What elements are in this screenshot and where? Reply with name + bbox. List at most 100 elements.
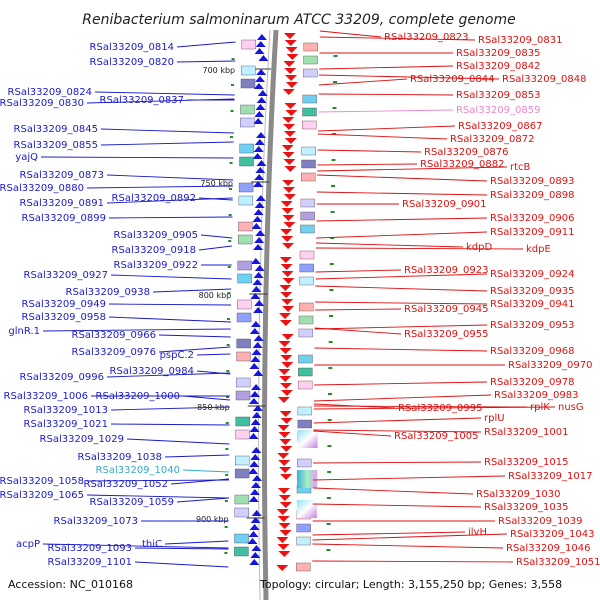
right-connector-line xyxy=(313,394,492,402)
reverse-gene-arrow xyxy=(281,145,294,151)
left-gene-label: RSal33209_0824 xyxy=(8,87,92,98)
right-connector-line xyxy=(315,242,464,248)
feature-tile xyxy=(301,172,316,182)
reverse-gene-arrow xyxy=(279,411,292,417)
right-gene-label: RSal33209_1039 xyxy=(498,516,582,527)
forward-gene-arrow xyxy=(254,139,265,145)
reverse-gene-arrow xyxy=(285,75,298,81)
feature-tile xyxy=(238,221,253,232)
marker-dot xyxy=(224,500,228,502)
feature-tile xyxy=(241,65,256,76)
left-gene-label: RSal33209_0899 xyxy=(22,213,106,224)
right-connector-line xyxy=(319,36,476,41)
reverse-gene-arrow xyxy=(278,369,291,375)
right-connector-line xyxy=(312,531,466,536)
right-gene-label: RSal33209_0893 xyxy=(490,176,574,187)
forward-gene-arrow xyxy=(252,279,263,285)
reverse-gene-arrow xyxy=(281,362,294,368)
forward-gene-arrow xyxy=(251,412,262,418)
reverse-gene-arrow xyxy=(276,537,289,543)
left-connector-line xyxy=(196,353,231,356)
right-connector-line xyxy=(315,247,524,250)
feature-tile xyxy=(303,42,318,52)
marker-dot xyxy=(227,292,231,294)
forward-gene-arrow xyxy=(252,216,263,222)
right-gene-label: RSal33209_1017 xyxy=(508,471,592,482)
forward-gene-arrow xyxy=(255,167,266,173)
reverse-gene-arrow xyxy=(277,425,290,431)
right-gene-label: RSal33209_0823 xyxy=(384,32,468,43)
marker-dot xyxy=(328,367,333,369)
right-gene-label: RSal33209_0831 xyxy=(478,35,562,46)
right-connector-line xyxy=(312,533,508,541)
right-connector-line xyxy=(312,503,482,508)
forward-gene-arrow xyxy=(254,300,265,306)
right-gene-label: RSal33209_1051 xyxy=(516,557,600,568)
left-connector-line xyxy=(40,156,234,159)
forward-gene-arrow xyxy=(249,524,260,530)
reverse-gene-arrow xyxy=(276,565,289,571)
marker-dot xyxy=(226,370,230,372)
feature-tile xyxy=(241,39,256,50)
feature-tile xyxy=(298,367,313,377)
marker-dot xyxy=(328,393,333,395)
left-connector-line xyxy=(42,543,229,549)
forward-gene-arrow xyxy=(249,461,260,467)
reverse-gene-arrow xyxy=(286,54,299,60)
right-gene-label: RSal33209_0968 xyxy=(490,346,574,357)
feature-tile xyxy=(234,507,249,518)
reverse-gene-arrow xyxy=(279,320,292,326)
left-gene-label: RSal33209_0918 xyxy=(112,245,196,256)
reverse-gene-arrow xyxy=(280,418,293,424)
left-connector-line xyxy=(108,303,232,306)
feature-tile xyxy=(298,315,314,325)
kbp-tick-label: 800 kbp xyxy=(199,291,232,300)
marker-dot xyxy=(330,211,335,213)
left-gene-label: RSal33209_1000 xyxy=(96,391,180,402)
left-gene-label: RSal33209_0984 xyxy=(110,366,194,377)
right-gene-label: RSal33209_0935 xyxy=(490,286,574,297)
kbp-tick-label: 900 kbp xyxy=(196,515,229,524)
left-gene-label: RSal33209_1021 xyxy=(24,419,108,430)
left-gene-label: RSal33209_1059 xyxy=(90,497,174,508)
forward-gene-arrow xyxy=(254,174,265,180)
left-gene-label: RSal33209_0855 xyxy=(14,140,98,151)
right-connector-line xyxy=(318,125,456,132)
feature-tile xyxy=(239,156,254,167)
forward-gene-arrow xyxy=(253,272,264,278)
left-connector-line xyxy=(164,540,229,545)
left-gene-label: RSal33209_0927 xyxy=(24,270,108,281)
forward-gene-arrow xyxy=(249,391,260,397)
feature-tile xyxy=(297,419,312,429)
forward-gene-arrow xyxy=(249,328,260,334)
right-connector-line xyxy=(318,78,408,86)
reverse-gene-arrow xyxy=(285,110,298,116)
feature-tile xyxy=(240,117,255,128)
reverse-gene-arrow xyxy=(282,89,295,95)
reverse-gene-arrow xyxy=(282,278,295,284)
feature-tile xyxy=(235,377,251,388)
right-gene-label: RSal33209_0876 xyxy=(424,147,508,158)
marker-dot xyxy=(230,84,234,86)
left-connector-line xyxy=(106,197,233,204)
feature-tile xyxy=(235,429,250,440)
forward-gene-arrow xyxy=(255,41,266,47)
right-connector-line xyxy=(317,149,422,153)
right-connector-line xyxy=(314,347,488,352)
left-gene-label: glnR.1 xyxy=(8,326,40,337)
left-gene-label: RSal33209_0966 xyxy=(72,330,156,341)
reverse-gene-arrow xyxy=(284,40,297,46)
reverse-gene-arrow xyxy=(277,453,290,459)
left-gene-label: RSal33209_0873 xyxy=(20,170,104,181)
forward-gene-arrow xyxy=(255,104,266,110)
left-gene-label: RSal33209_0996 xyxy=(20,372,104,383)
reverse-gene-arrow xyxy=(276,509,289,515)
forward-gene-arrow xyxy=(256,69,267,75)
marker-dot xyxy=(326,523,331,525)
right-gene-label: nusG xyxy=(558,402,584,413)
right-gene-label: RSal33209_0995 xyxy=(398,403,482,414)
left-gene-label: RSal33209_0880 xyxy=(0,183,84,194)
reverse-gene-arrow xyxy=(278,460,291,466)
feature-tile xyxy=(299,302,314,312)
feature-tile xyxy=(296,562,311,572)
